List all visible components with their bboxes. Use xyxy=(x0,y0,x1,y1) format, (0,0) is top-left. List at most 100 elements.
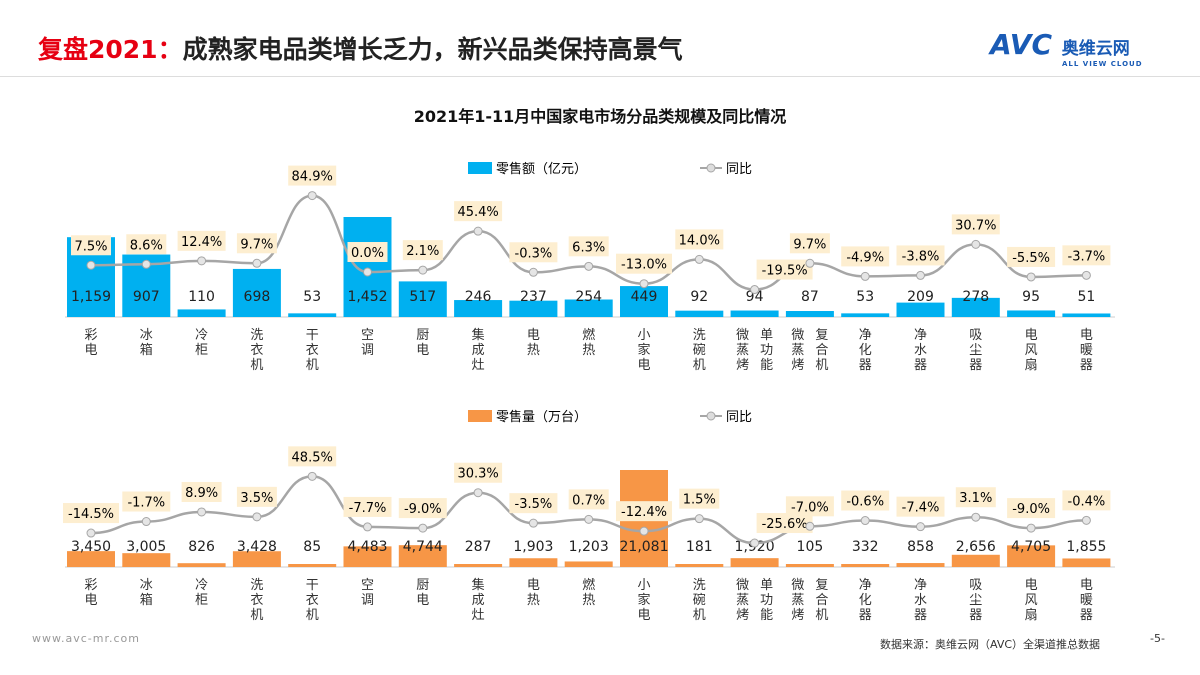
yoy-label: 3.5% xyxy=(240,491,273,506)
bar-value-label: 51 xyxy=(1077,289,1095,305)
legend-bar-swatch xyxy=(468,410,492,422)
yoy-label: -5.5% xyxy=(1012,251,1050,266)
category-label: 复 xyxy=(815,328,828,343)
category-label: 扇 xyxy=(1025,357,1038,373)
category-label: 蒸 xyxy=(736,593,749,608)
category-label: 复 xyxy=(815,578,828,593)
category-label: 碗 xyxy=(693,342,706,358)
footer-url: www.avc-mr.com xyxy=(32,632,140,645)
avc-logo: AVC 奥维云网 ALL VIEW CLOUD xyxy=(990,28,1142,68)
category-label: 净 xyxy=(914,328,927,343)
yoy-marker xyxy=(86,260,96,270)
bar xyxy=(122,553,171,567)
yoy-label: -9.0% xyxy=(404,502,442,517)
legend-bar-label: 零售额（亿元） xyxy=(496,161,587,177)
category-label: 净 xyxy=(859,328,872,343)
bar xyxy=(675,310,724,317)
category-label: 机 xyxy=(306,608,319,623)
yoy-label-box xyxy=(177,230,226,251)
page-number: -5- xyxy=(1150,632,1165,645)
yoy-marker xyxy=(363,267,372,277)
yoy-label: 14.0% xyxy=(679,233,720,248)
bar-value-label: 181 xyxy=(686,539,713,555)
bar xyxy=(67,551,115,567)
category-label: 器 xyxy=(914,608,927,623)
category-label: 燃 xyxy=(582,577,595,593)
category-label: 彩 xyxy=(84,578,97,593)
bar xyxy=(177,309,226,317)
category-label: 电 xyxy=(1025,328,1038,343)
legend-line-label: 同比 xyxy=(726,410,752,425)
yoy-label: -3.7% xyxy=(1068,249,1106,264)
yoy-label-box xyxy=(616,501,672,522)
category-label: 厨 xyxy=(416,578,429,593)
yoy-label-box xyxy=(402,240,443,261)
yoy-label-box xyxy=(1062,490,1111,511)
bar-value-label: 4,483 xyxy=(347,539,387,555)
bar-value-label: 907 xyxy=(133,289,160,305)
bar xyxy=(951,297,1000,317)
category-label: 机 xyxy=(250,608,263,623)
bar-value-label: 4,744 xyxy=(403,539,443,555)
yoy-label: 9.7% xyxy=(793,237,826,252)
bar-value-label: 332 xyxy=(852,539,879,555)
category-label: 衣 xyxy=(250,592,263,608)
yoy-label-box xyxy=(398,498,447,519)
category-label: 合 xyxy=(815,593,828,608)
bar-value-label: 53 xyxy=(303,289,321,305)
yoy-label: 30.7% xyxy=(955,218,996,233)
yoy-label-box xyxy=(568,236,609,257)
yoy-label-box xyxy=(841,246,890,267)
category-label: 成 xyxy=(472,593,485,608)
bar-value-label: 94 xyxy=(746,289,764,305)
yoy-label-box xyxy=(454,462,503,483)
yoy-marker xyxy=(418,265,428,275)
bar-value-label: 1,452 xyxy=(347,289,387,305)
category-label: 灶 xyxy=(472,358,485,373)
category-label: 冰 xyxy=(140,328,153,343)
yoy-label-box xyxy=(343,496,392,517)
bar xyxy=(232,551,281,567)
yoy-marker xyxy=(750,285,760,295)
page-title: 复盘2021：成熟家电品类增长乏力，新兴品类保持高景气 xyxy=(38,30,683,66)
yoy-marker xyxy=(141,259,151,269)
yoy-label: -0.3% xyxy=(515,246,553,261)
bar xyxy=(398,545,447,567)
category-label: 吸 xyxy=(969,578,982,593)
category-label: 碗 xyxy=(693,592,706,608)
yoy-marker xyxy=(916,522,925,532)
yoy-label-box xyxy=(1062,245,1111,266)
category-label: 成 xyxy=(472,343,485,358)
bar-value-label: 53 xyxy=(856,289,874,305)
bar-value-label: 95 xyxy=(1022,289,1040,305)
yoy-label-box xyxy=(756,259,813,280)
bar xyxy=(288,564,337,567)
bar xyxy=(343,217,392,317)
yoy-marker xyxy=(418,523,428,533)
bar xyxy=(785,564,834,567)
yoy-label: -1.7% xyxy=(127,496,165,511)
bar-value-label: 698 xyxy=(244,289,271,305)
category-label: 能 xyxy=(760,358,773,373)
bar-value-label: 4,705 xyxy=(1011,539,1051,555)
yoy-label: -4.9% xyxy=(846,250,884,265)
bar xyxy=(509,558,558,567)
bar-value-label: 209 xyxy=(907,289,934,305)
yoy-marker xyxy=(1026,523,1036,533)
category-label: 干 xyxy=(306,328,319,343)
yoy-label: 7.5% xyxy=(74,239,107,254)
yoy-marker xyxy=(860,271,870,281)
yoy-marker xyxy=(1081,270,1091,280)
yoy-label-box xyxy=(454,201,503,222)
yoy-label: -14.5% xyxy=(68,507,114,522)
category-label: 洗 xyxy=(250,328,263,343)
bar-value-label: 92 xyxy=(690,289,708,305)
yoy-marker xyxy=(528,267,538,277)
category-label: 电 xyxy=(637,608,650,623)
yoy-label: 2.1% xyxy=(406,244,439,259)
yoy-label: 30.3% xyxy=(457,467,498,482)
category-label: 箱 xyxy=(140,342,153,358)
yoy-label-box xyxy=(951,214,1000,235)
category-label: 电 xyxy=(527,578,540,593)
